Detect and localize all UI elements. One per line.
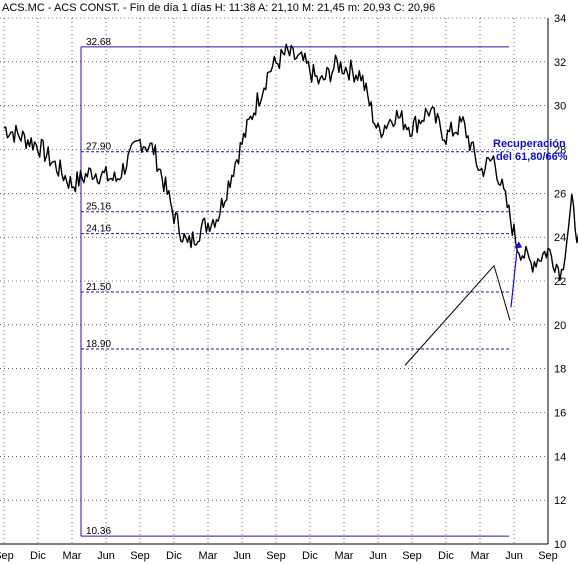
x-tick-label: Jun [97,550,115,562]
trendline-upper [404,265,495,366]
y-tick-label: 26 [554,188,566,200]
x-tick-label: Mar [335,550,354,562]
x-tick-label: Mar [199,550,218,562]
fib-level-label: 25.16 [86,202,111,213]
y-tick-label: 10 [554,539,566,551]
y-tick-label: 30 [554,101,566,113]
x-tick-label: Mar [63,550,82,562]
x-tick-label: Sep [0,550,14,562]
chart-header: ACS.MC - ACS CONST. - Fin de día 1 días … [2,2,435,14]
y-tick-label: 18 [554,364,566,376]
x-tick-label: Jun [369,550,387,562]
y-tick-label: 12 [554,495,566,507]
fib-level-label: 32.68 [86,37,111,48]
x-tick-label: Sep [266,550,286,562]
y-tick-label: 14 [554,451,566,463]
annotation-arrow-line [510,250,518,308]
x-tick-label: Sep [538,550,558,562]
fib-level-label: 10.36 [86,526,111,537]
y-tick-label: 32 [554,57,566,69]
x-tick-label: Dic [30,550,46,562]
x-tick-label: Dic [166,550,182,562]
x-tick-label: Jun [505,550,523,562]
y-tick-label: 24 [554,232,566,244]
trend-lines [404,265,511,366]
y-tick-label: 22 [554,276,566,288]
y-tick-label: 28 [554,145,566,157]
fib-level-label: 21.50 [86,282,111,293]
y-tick-label: 34 [554,13,566,25]
annotation-line1: Recuperación [493,138,566,150]
x-tick-label: Jun [233,550,251,562]
fibonacci-levels: 32.68 27.90 25.16 24.16 21.50 18.90 10.36 [80,37,509,537]
annotation-arrow-head [514,241,522,249]
price-line [3,43,578,282]
fib-level-label: 24.16 [86,224,111,235]
price-series [3,43,578,282]
x-tick-label: Mar [471,550,490,562]
x-tick-label: Sep [130,550,150,562]
annotation: Recuperación del 61,80/66% [493,138,568,308]
trendline-lower [493,265,511,321]
fib-level-label: 27.90 [86,142,111,153]
fib-level-label: 18.90 [86,339,111,350]
annotation-line2: del 61,80/66% [496,151,568,163]
x-tick-label: Dic [438,550,454,562]
x-tick-label: Dic [302,550,318,562]
x-tick-label: Sep [402,550,422,562]
axes: 10 12 14 16 18 20 22 24 26 28 30 32 34 Sep Dic Mar Jun Se… [0,13,566,562]
y-tick-label: 16 [554,408,566,420]
y-tick-label: 20 [554,320,566,332]
